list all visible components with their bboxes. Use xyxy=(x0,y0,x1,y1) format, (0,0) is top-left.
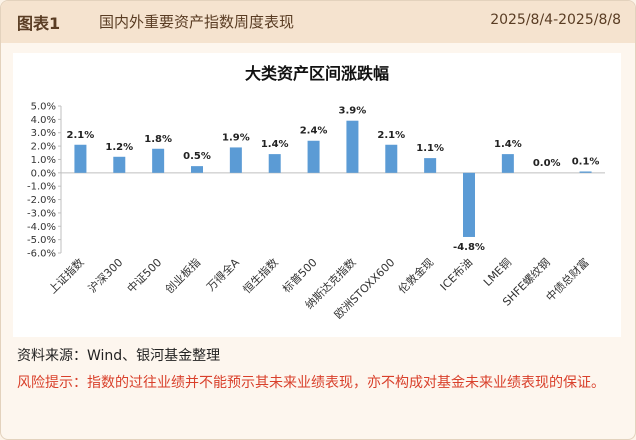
y-tick-label: 3.0% xyxy=(31,128,56,139)
y-tick-label: -2.0% xyxy=(27,195,56,206)
y-tick-label: -4.0% xyxy=(27,222,56,233)
y-tick-label: -3.0% xyxy=(27,208,56,219)
category-label: ICE布油 xyxy=(437,255,475,293)
figure-header: 图表1 国内外重要资产指数周度表现 2025/8/4-2025/8/8 xyxy=(1,1,635,43)
figure-number: 图表1 xyxy=(17,14,61,33)
category-label: LME铜 xyxy=(480,255,514,289)
y-tick-label: 5.0% xyxy=(31,102,56,113)
category-label: 万得全A xyxy=(203,255,242,294)
bar xyxy=(346,120,359,173)
source-note: 资料来源：Wind、银河基金整理 xyxy=(17,348,221,364)
data-label: 2.4% xyxy=(300,126,328,137)
y-tick-label: -5.0% xyxy=(27,235,56,246)
data-label: 0.5% xyxy=(183,151,211,162)
data-label: 3.9% xyxy=(339,106,367,117)
data-label: 1.2% xyxy=(105,142,133,153)
bar xyxy=(191,166,203,173)
bar xyxy=(579,171,592,173)
risk-disclaimer: 风险提示：指数的过往业绩并不能预示其未来业绩表现，亦不构成对基金未来业绩表现的保… xyxy=(17,375,605,391)
bar xyxy=(74,144,87,173)
bar xyxy=(463,172,475,237)
data-label: -4.8% xyxy=(453,242,485,253)
data-label: 1.4% xyxy=(494,139,522,150)
bar xyxy=(113,156,126,173)
data-label: 1.4% xyxy=(261,139,289,150)
bar-chart: 大类资产区间涨跌幅 5.0% 4.0% 3.0% 2.0% 1.0% 0.0% -1.0% -2… xyxy=(27,64,605,322)
y-tick-label: -6.0% xyxy=(27,249,56,260)
category-label: 中证500 xyxy=(125,256,165,296)
chart-area: 大类资产区间涨跌幅 5.0% 4.0% 3.0% 2.0% 1.0% 0.0% -1.0% -2… xyxy=(13,53,621,337)
bar xyxy=(385,144,398,173)
bar xyxy=(424,158,437,173)
chart-title: 大类资产区间涨跌幅 xyxy=(245,64,389,83)
category-label: 沪深300 xyxy=(85,255,125,295)
bar xyxy=(307,140,320,173)
y-tick-label: 2.0% xyxy=(31,142,56,153)
data-label: 0.1% xyxy=(572,156,600,167)
data-label: 1.9% xyxy=(222,132,250,143)
category-label: 上证指数 xyxy=(46,255,87,296)
data-label: 2.1% xyxy=(67,130,95,141)
y-tick-label: 4.0% xyxy=(31,115,56,126)
category-label: 恒生指数 xyxy=(240,255,281,296)
bar xyxy=(268,154,281,173)
category-label: 伦敦金现 xyxy=(395,255,436,296)
data-label: 1.8% xyxy=(144,134,172,145)
data-label: 1.1% xyxy=(416,143,444,154)
y-tick-label: -1.0% xyxy=(27,182,56,193)
data-label: 0.0% xyxy=(533,158,561,169)
category-label: 标普500 xyxy=(279,255,319,295)
data-label: 2.1% xyxy=(377,130,405,141)
bar xyxy=(152,148,165,173)
date-range: 2025/8/4-2025/8/8 xyxy=(490,12,621,28)
bar xyxy=(229,147,242,173)
figure-title: 国内外重要资产指数周度表现 xyxy=(99,13,295,31)
y-tick-label: 0.0% xyxy=(31,168,56,179)
bar xyxy=(501,154,514,173)
category-label: 创业板指 xyxy=(162,255,203,296)
y-tick-label: 1.0% xyxy=(31,155,56,166)
